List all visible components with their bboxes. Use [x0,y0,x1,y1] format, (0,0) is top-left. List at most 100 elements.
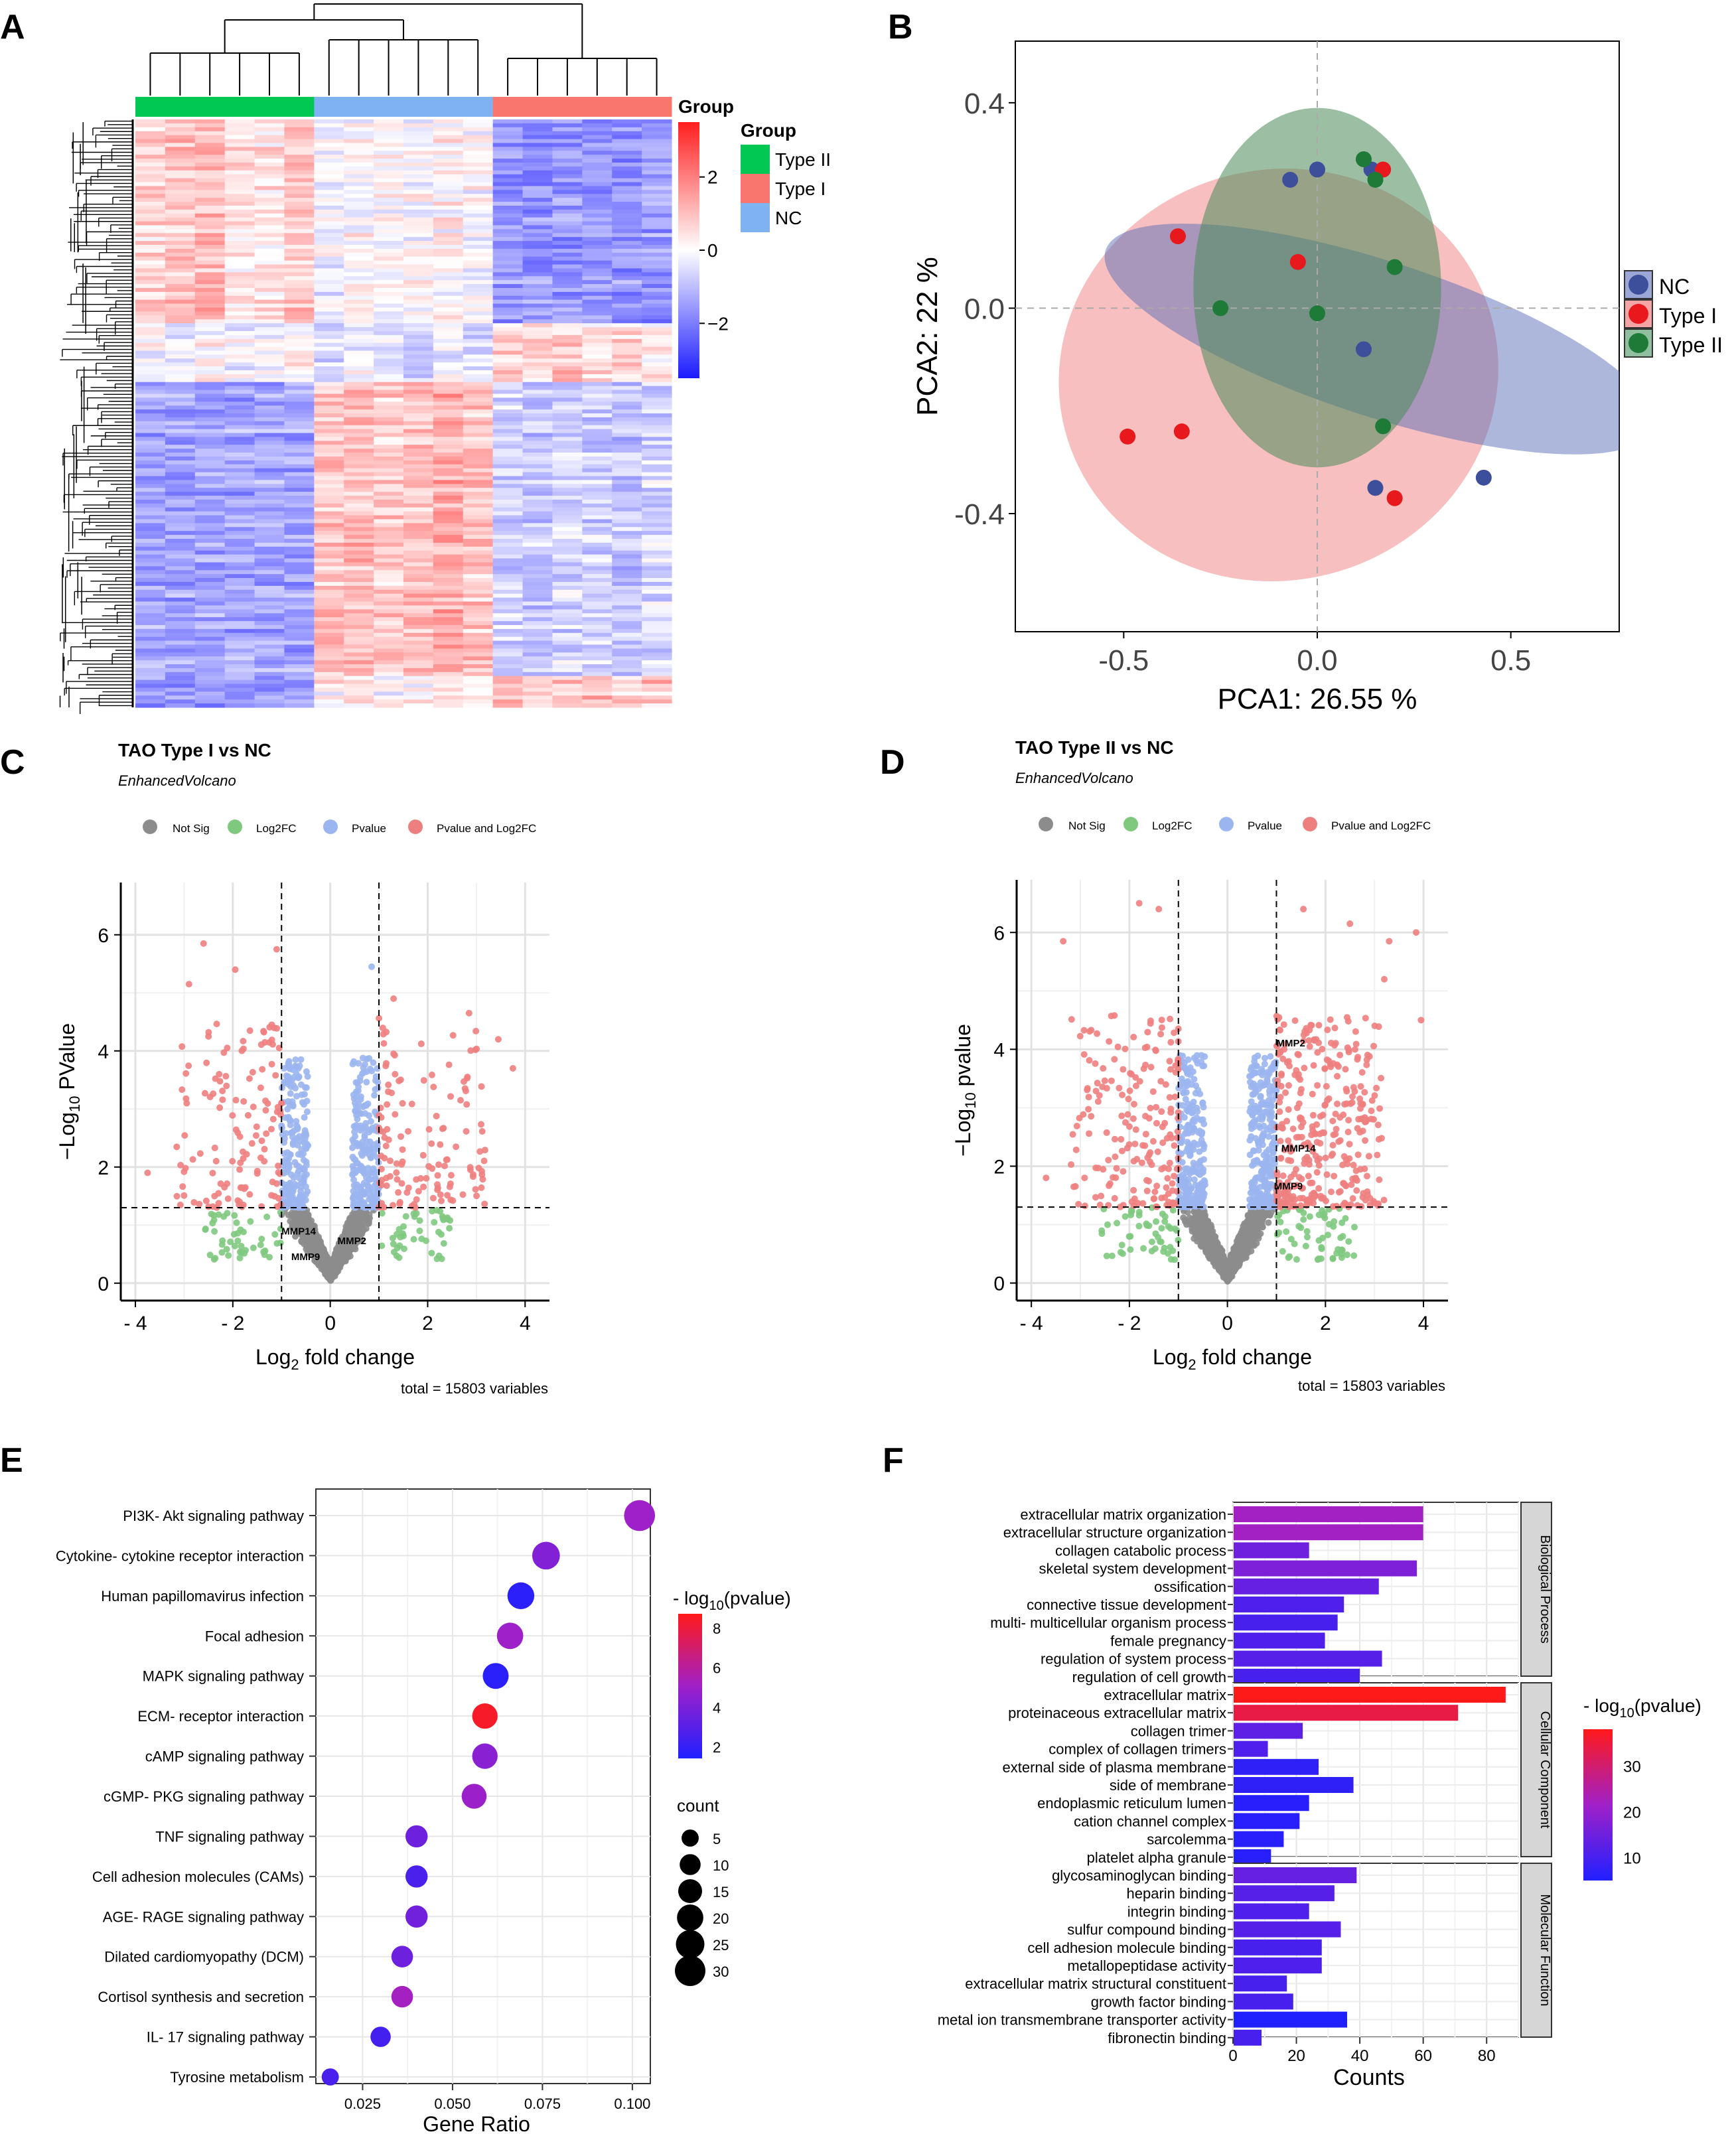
heatmap-cell [582,330,613,336]
heatmap-cell [344,656,374,661]
heatmap-cell [344,409,374,414]
heatmap-cell [463,127,494,132]
heatmap-cell [314,143,344,147]
heatmap-cell [492,151,524,155]
heatmap-cell [612,268,642,273]
heatmap-cell [522,515,553,520]
group-bar-cell [374,97,404,117]
heatmap-cell [314,151,344,155]
volcano-point [240,1038,247,1045]
heatmap-cell [194,409,226,414]
heatmap-cell [374,593,404,599]
heatmap-cell [433,585,464,591]
heatmap-cell [492,378,524,383]
heatmap-cell [284,370,315,375]
heatmap-cell [224,198,255,202]
group-bar-cell [582,97,613,117]
heatmap-cell [194,248,226,253]
volcano-c-legend: Not Sig Log2FC Pvalue Pvalue and Log2FC [143,819,536,835]
volcano-point [203,1059,210,1066]
heatmap-cell [522,334,553,340]
heatmap-cell [612,554,642,559]
heatmap-cell [224,503,255,508]
volcano-point [273,1240,281,1247]
heatmap-cell [284,303,315,309]
heatmap-cell [463,585,494,591]
heatmap-cell [403,225,434,230]
heatmap-cell [344,397,374,402]
legend-dot-log2fc [228,819,242,834]
heatmap-cell [314,338,344,344]
heatmap-cell [552,319,583,324]
heatmap-cell [224,409,255,414]
group-bar-cell [165,97,196,117]
heatmap-cell [165,327,196,332]
heatmap-cell [374,668,404,673]
heatmap-cell [314,605,344,610]
heatmap-cell [314,166,344,171]
heatmap-cell [284,691,315,696]
heatmap-cell [165,570,196,575]
heatmap-cell [612,687,642,692]
heatmap-cell [254,260,285,265]
heatmap-cell [224,585,255,591]
heatmap-cell [403,397,434,402]
heatmap-cell [314,480,344,484]
pca-point-nc [1309,161,1325,178]
group-bar-cell [284,97,315,117]
heatmap-cell [165,679,196,685]
heatmap-cell [492,441,524,445]
heatmap-cell [165,374,196,379]
heatmap-cell [522,123,553,128]
volcano-point [350,1091,357,1098]
heatmap-cell [612,221,642,226]
heatmap-cell [224,264,255,269]
heatmap-cell [344,660,374,665]
volcano-point [211,1228,218,1235]
heatmap-cell [582,499,613,504]
heatmap-cell [224,237,255,242]
heatmap-cell [612,593,642,599]
heatmap-cell [463,644,494,649]
heatmap-cell [135,554,166,559]
heatmap-cell [582,241,613,246]
heatmap-cell [642,531,672,535]
heatmap-cell [612,413,642,418]
panel-b-label: B [888,8,913,46]
heatmap-cell [463,519,494,524]
heatmap-cell [194,554,226,559]
heatmap-cell [403,213,434,218]
heatmap-cell [374,515,404,520]
heatmap-cell [433,198,464,202]
heatmap-cell [344,413,374,418]
heatmap-cell [522,382,553,387]
heatmap-cell [403,581,434,587]
volcano-point [410,1236,417,1243]
heatmap-cell [582,272,613,277]
heatmap-cell [284,299,315,305]
volcano-point [433,1255,441,1263]
heatmap-cell [612,319,642,324]
heatmap-cell [552,123,583,128]
heatmap-cell [284,542,315,547]
heatmap-cell [165,519,196,524]
heatmap-cell [314,523,344,528]
heatmap-cell [433,229,464,234]
heatmap-cell [194,194,226,198]
heatmap-cell [284,507,315,512]
heatmap-cell [403,303,434,309]
heatmap-cell [582,628,613,634]
heatmap-cell [194,342,226,348]
heatmap-cell [284,237,315,242]
heatmap-cell [284,205,315,210]
heatmap-cell [314,668,344,673]
heatmap-cell [492,609,524,614]
heatmap-cell [433,644,464,649]
heatmap-cell [433,476,464,481]
heatmap-cell [433,597,464,603]
legend-label-type2: Type II [775,149,831,170]
heatmap-cell [522,268,553,273]
heatmap-cell [254,472,285,477]
heatmap-cell [582,581,613,587]
heatmap-cell [374,358,404,363]
